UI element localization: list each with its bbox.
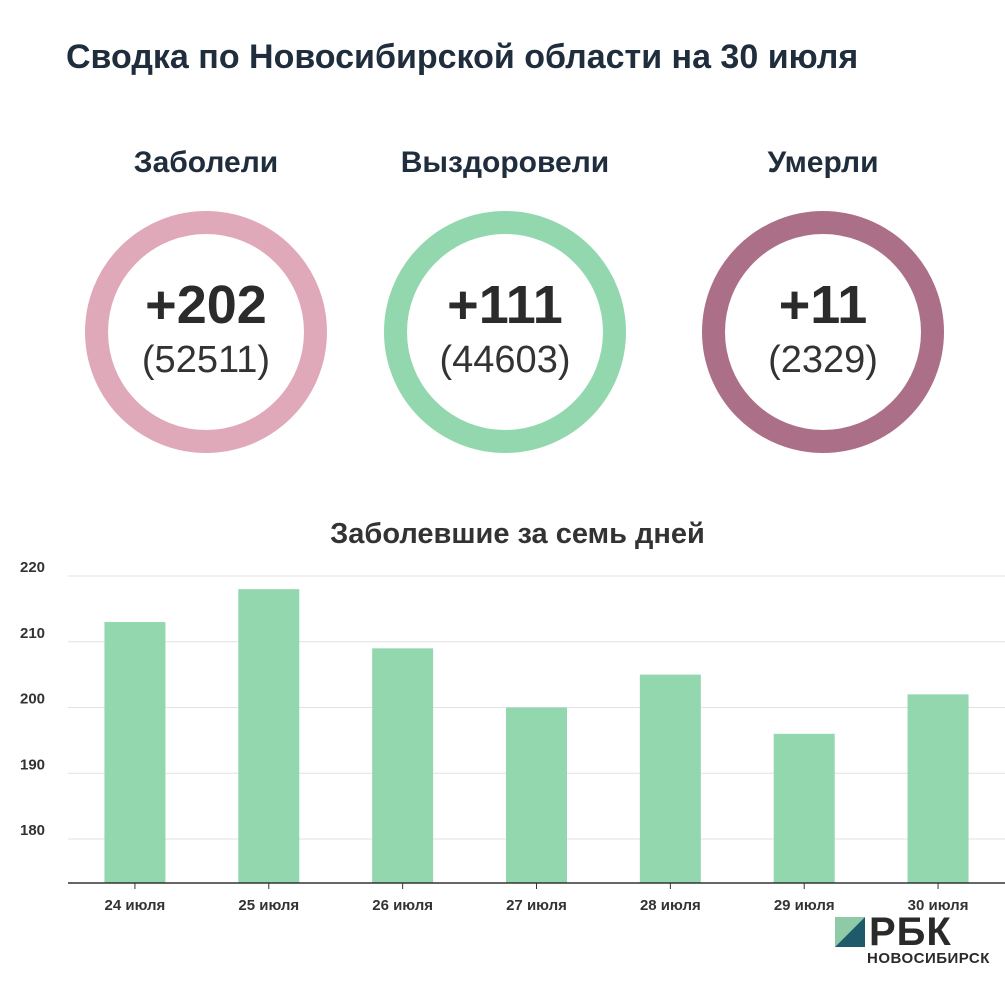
stat-label: Умерли — [767, 146, 879, 179]
bar — [372, 648, 434, 883]
stat-label: Заболели — [133, 146, 279, 179]
stat-deaths: Умерли +11 (2329) — [663, 140, 983, 453]
stat-recovered: Выздоровели +111 (44603) — [345, 140, 665, 453]
stat-total: (2329) — [768, 339, 878, 381]
y-tick-label: 190 — [20, 756, 45, 773]
bar — [773, 733, 835, 883]
bar — [238, 589, 300, 883]
logo-subtitle: НОВОСИБИРСК — [867, 950, 990, 967]
stat-delta: +11 — [778, 275, 868, 335]
x-tick-label: 24 июля — [105, 897, 166, 914]
logo-name: РБК — [869, 910, 952, 954]
x-tick-label: 30 июля — [908, 897, 969, 914]
x-tick-label: 27 июля — [506, 897, 567, 914]
x-tick-label: 25 июля — [238, 897, 299, 914]
stat-delta: +202 — [145, 275, 267, 335]
x-tick-label: 26 июля — [372, 897, 433, 914]
y-tick-label: 210 — [20, 625, 45, 642]
bar — [907, 694, 969, 883]
rbc-logo: РБК НОВОСИБИРСК — [833, 910, 998, 972]
x-tick-label: 29 июля — [774, 897, 835, 914]
stat-total: (44603) — [439, 339, 571, 381]
page-title: Сводка по Новосибирской области на 30 ию… — [66, 38, 859, 76]
stat-total: (52511) — [141, 339, 271, 381]
bar — [104, 622, 166, 883]
ring-deaths: +11 (2329) — [702, 211, 944, 453]
stat-delta: +111 — [447, 275, 563, 335]
stat-label: Выздоровели — [400, 146, 610, 179]
bar — [639, 674, 701, 883]
y-tick-label: 180 — [20, 822, 45, 839]
y-tick-label: 200 — [20, 691, 45, 708]
y-tick-label: 220 — [20, 560, 45, 576]
ring-recovered: +111 (44603) — [384, 211, 626, 453]
bar — [506, 707, 567, 883]
ring-infected: +202 (52511) — [85, 211, 327, 453]
chart-title: Заболевшие за семь дней — [330, 518, 705, 550]
rbc-logo-icon — [835, 917, 865, 947]
stat-infected: Заболели +202 (52511) — [46, 140, 366, 453]
x-tick-label: 28 июля — [640, 897, 701, 914]
bar-chart: 180 190 200 210 220 24 июля 25 июля 26 июля 27 и… — [20, 560, 1005, 914]
